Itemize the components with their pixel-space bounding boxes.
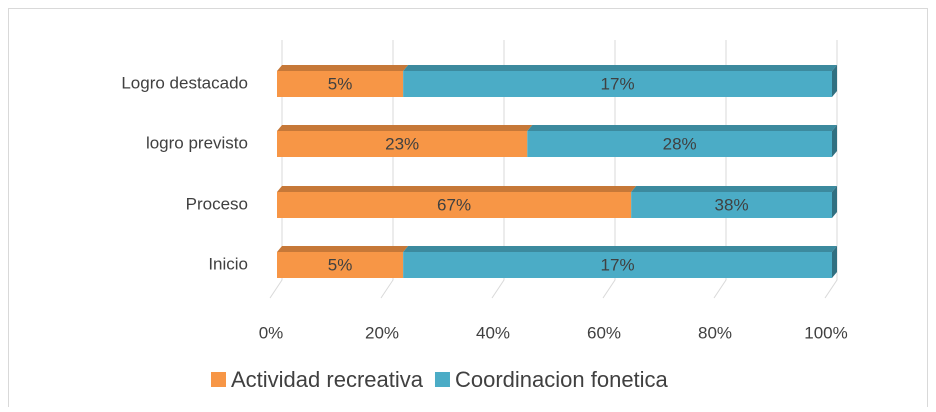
bar-top	[277, 125, 533, 131]
data-label: 17%	[601, 255, 635, 274]
bar	[277, 131, 528, 157]
bar-top	[403, 65, 837, 71]
bar-side	[832, 186, 837, 218]
grid-line	[713, 40, 727, 299]
x-tick-label: 80%	[698, 323, 732, 342]
x-tick-label: 20%	[365, 323, 399, 342]
bar-top	[403, 246, 837, 252]
x-tick-label: 0%	[259, 323, 284, 342]
y-tick-label: logro previsto	[146, 133, 248, 152]
data-label: 17%	[601, 74, 635, 93]
legend-swatch	[211, 372, 226, 387]
x-tick-label: 100%	[804, 323, 847, 342]
bar-top	[631, 186, 837, 192]
bar	[403, 252, 832, 278]
x-tick-label: 40%	[476, 323, 510, 342]
bar	[631, 192, 832, 218]
data-label: 38%	[715, 195, 749, 214]
bar-top	[527, 125, 837, 131]
grid-line	[602, 40, 616, 299]
bar-side	[832, 125, 837, 157]
bar-side	[832, 246, 837, 278]
grid-line	[380, 40, 394, 299]
legend-label: Actividad recreativa	[231, 367, 424, 392]
legend-swatch	[434, 372, 450, 387]
y-tick-label: Proceso	[186, 194, 248, 213]
grid-line	[491, 40, 505, 299]
bar	[527, 131, 832, 157]
legend-label: Coordinacion fonetica	[455, 367, 669, 392]
bar	[277, 252, 404, 278]
bar-top	[277, 65, 409, 71]
y-tick-label: Inicio	[208, 254, 248, 273]
data-label: 5%	[328, 74, 353, 93]
data-label: 28%	[663, 134, 697, 153]
data-label: 5%	[328, 255, 353, 274]
grid-line	[269, 40, 283, 299]
data-label: 67%	[437, 195, 471, 214]
bar-side	[832, 65, 837, 97]
data-label: 23%	[385, 134, 419, 153]
grid-line	[824, 40, 838, 299]
bar	[277, 192, 632, 218]
bar-top	[277, 246, 409, 252]
y-tick-label: Logro destacado	[121, 73, 248, 92]
bar	[403, 71, 832, 97]
x-tick-label: 60%	[587, 323, 621, 342]
bar	[277, 71, 404, 97]
bar-top	[277, 186, 637, 192]
